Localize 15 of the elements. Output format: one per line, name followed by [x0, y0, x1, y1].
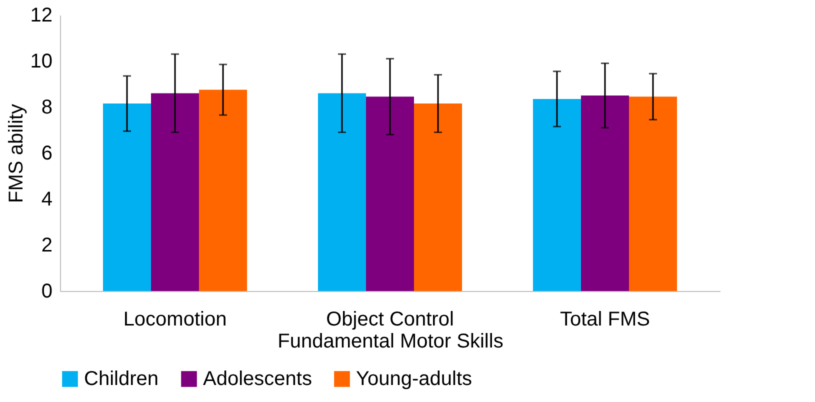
y-axis-title: FMS ability — [5, 104, 28, 203]
y-tick-label: 2 — [41, 234, 52, 256]
x-tick-label: Total FMS — [560, 308, 650, 330]
y-tick-label: 6 — [41, 142, 52, 164]
x-tick-label: Locomotion — [123, 308, 227, 330]
y-tick-label: 0 — [41, 280, 52, 302]
y-tick-label: 8 — [41, 96, 52, 118]
legend-label: Young-adults — [356, 368, 472, 390]
x-tick-label: Object Control — [326, 308, 454, 330]
legend-label: Adolescents — [203, 368, 312, 390]
x-axis-title: Fundamental Motor Skills — [278, 330, 504, 352]
y-tick-label: 4 — [41, 188, 52, 210]
y-tick-label: 10 — [30, 50, 52, 72]
legend-label: Children — [84, 368, 158, 390]
y-tick-label: 12 — [30, 4, 52, 26]
